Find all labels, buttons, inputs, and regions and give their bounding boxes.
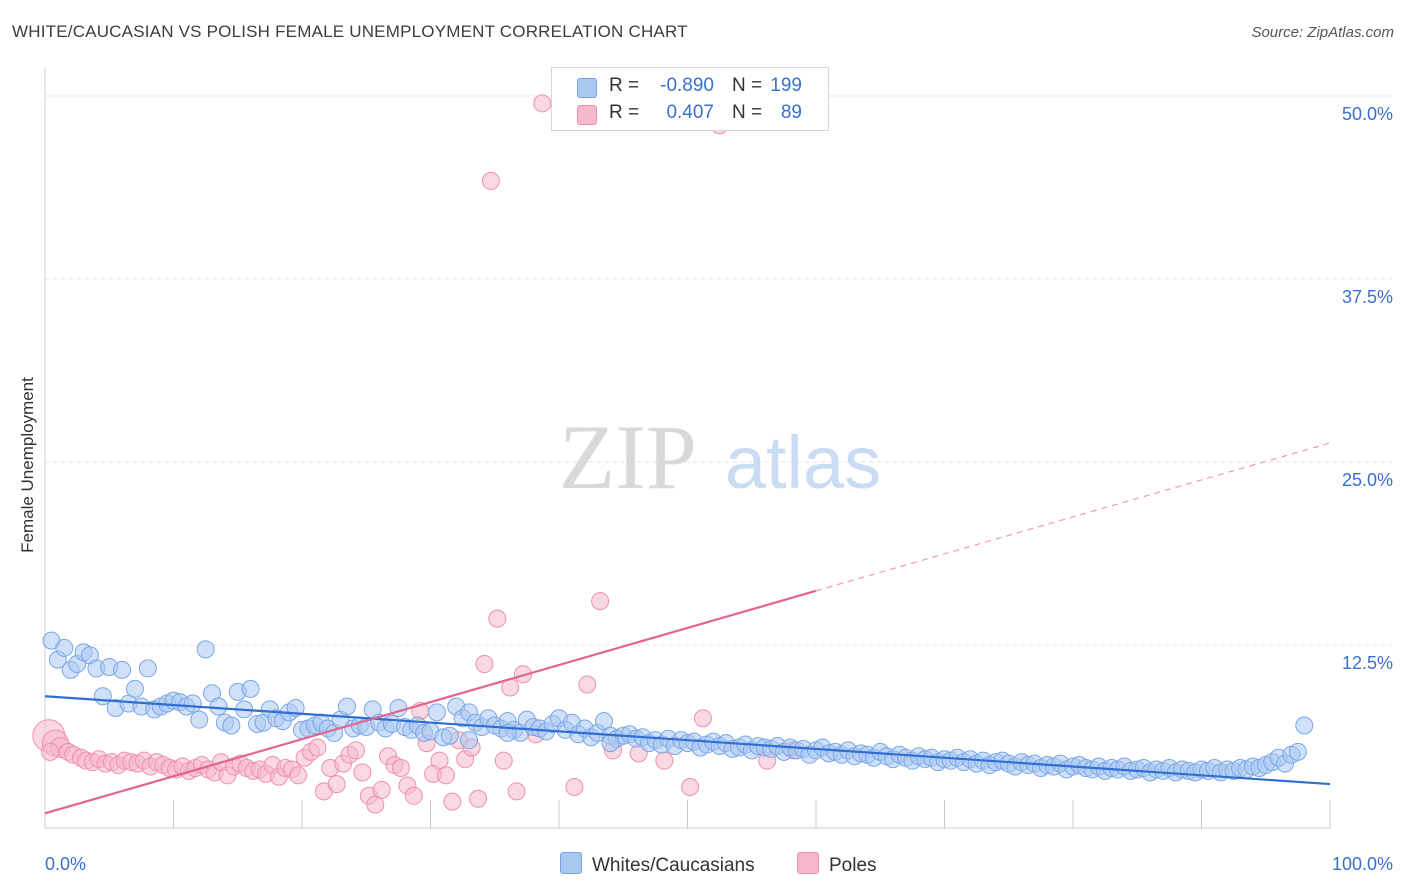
whites-point: [190, 710, 209, 729]
whites-trend-line: [44, 695, 1331, 786]
poles-point: [693, 709, 712, 728]
whites-point: [241, 679, 260, 698]
legend-row-whites: R = -0.890 N = 199: [552, 72, 828, 100]
poles-trend-line-extended: [815, 442, 1331, 592]
poles-point: [308, 738, 327, 757]
legend-r-label: R =: [609, 75, 640, 96]
poles-point: [436, 766, 455, 785]
poles-point: [346, 741, 365, 760]
bottom-legend-swatch-whites: [560, 852, 582, 874]
poles-point: [41, 742, 60, 761]
whites-point: [183, 694, 202, 713]
whites-point: [601, 734, 620, 753]
x-tick-labels: 0.0% 100.0%: [45, 854, 1393, 874]
chart-title: WHITE/CAUCASIAN VS POLISH FEMALE UNEMPLO…: [12, 22, 688, 41]
watermark-atlas: atlas: [725, 421, 881, 504]
x-tick-label: 100.0%: [1332, 854, 1393, 874]
x-tick-label: 0.0%: [45, 854, 86, 874]
watermark: ZIP atlas: [559, 406, 881, 508]
poles-trend-line: [44, 589, 817, 815]
legend-n-value: 89: [780, 102, 802, 123]
poles-point: [533, 94, 552, 113]
source-label: Source: ZipAtlas.com: [1251, 24, 1394, 41]
whites-point: [1288, 742, 1307, 761]
poles-point: [655, 751, 674, 770]
legend-n-label: N =: [732, 102, 763, 123]
whites-point: [337, 697, 356, 716]
whites-point: [113, 660, 132, 679]
poles-point: [391, 758, 410, 777]
watermark-zip: ZIP: [559, 406, 697, 508]
poles-point: [372, 780, 391, 799]
poles-point: [591, 592, 610, 611]
poles-point: [578, 675, 597, 694]
whites-point: [460, 731, 479, 750]
legend-swatch-poles: [577, 105, 597, 125]
whites-point: [196, 640, 215, 659]
legend-n-label: N =: [732, 75, 763, 96]
legend-r-value: -0.890: [660, 75, 714, 96]
poles-point: [443, 792, 462, 811]
whites-point: [209, 697, 228, 716]
trend-lines: [44, 442, 1331, 815]
y-tick-label: 37.5%: [1342, 287, 1393, 307]
whites-point: [222, 716, 241, 735]
legend-row-poles: R = 0.407 N = 89: [552, 99, 828, 127]
poles-points: [32, 94, 802, 814]
legend-swatch-whites: [577, 78, 597, 98]
poles-point: [289, 766, 308, 785]
y-tick-label: 25.0%: [1342, 470, 1393, 490]
poles-point: [469, 789, 488, 808]
poles-point: [353, 763, 372, 782]
y-axis-label: Female Unemployment: [18, 377, 37, 553]
bottom-legend-swatch-poles: [797, 852, 819, 874]
poles-point: [681, 778, 700, 797]
poles-point: [565, 778, 584, 797]
poles-point: [494, 751, 513, 770]
y-tick-label: 50.0%: [1342, 104, 1393, 124]
bottom-legend-label-poles: Poles: [829, 855, 877, 876]
poles-point: [488, 609, 507, 628]
poles-point: [507, 782, 526, 801]
poles-point: [481, 171, 500, 190]
poles-point: [404, 786, 423, 805]
whites-point: [440, 726, 459, 745]
whites-point: [1295, 716, 1314, 735]
axes: [44, 68, 1331, 829]
bottom-legend-poles: Poles: [797, 852, 877, 877]
legend-n-value: 199: [770, 75, 802, 96]
legend-r-value: 0.407: [666, 102, 714, 123]
y-tick-labels: 12.5% 25.0% 37.5% 50.0%: [1342, 104, 1393, 673]
poles-point: [327, 775, 346, 794]
bottom-legend-whites: Whites/Caucasians: [560, 852, 755, 877]
whites-point: [427, 703, 446, 722]
correlation-legend: R = -0.890 N = 199 R = 0.407 N = 89: [551, 67, 829, 131]
whites-point: [125, 679, 144, 698]
whites-point: [55, 638, 74, 657]
whites-point: [138, 659, 157, 678]
bottom-legend-label-whites: Whites/Caucasians: [592, 855, 755, 876]
poles-point: [475, 655, 494, 674]
legend-r-label: R =: [609, 102, 640, 123]
y-tick-label: 12.5%: [1342, 653, 1393, 673]
grid-lines: [45, 95, 1392, 646]
